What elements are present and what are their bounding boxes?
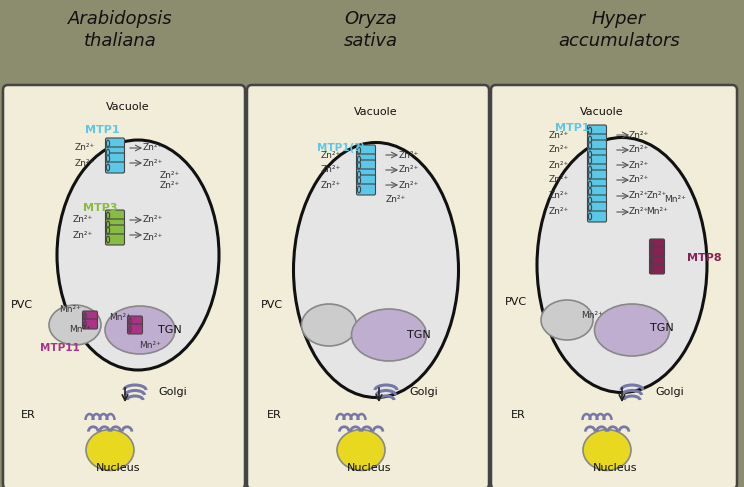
Text: Zn²⁺: Zn²⁺ [143, 216, 163, 225]
Text: Zn²⁺: Zn²⁺ [321, 181, 341, 189]
Text: Golgi: Golgi [409, 387, 437, 397]
Text: ER: ER [266, 410, 281, 420]
FancyBboxPatch shape [106, 219, 124, 230]
Ellipse shape [589, 204, 591, 211]
Text: Nucleus: Nucleus [593, 463, 638, 473]
FancyBboxPatch shape [106, 147, 124, 158]
Text: Zn²⁺: Zn²⁺ [629, 131, 649, 139]
FancyBboxPatch shape [588, 195, 606, 206]
Ellipse shape [301, 304, 356, 346]
Ellipse shape [651, 266, 653, 272]
Text: Zn²⁺: Zn²⁺ [386, 195, 406, 205]
Ellipse shape [57, 140, 219, 370]
FancyBboxPatch shape [650, 256, 664, 266]
FancyBboxPatch shape [106, 162, 124, 173]
Text: Nucleus: Nucleus [96, 463, 141, 473]
FancyBboxPatch shape [3, 85, 245, 487]
Text: Zn²⁺: Zn²⁺ [73, 216, 93, 225]
Text: Zn²⁺: Zn²⁺ [160, 170, 180, 180]
Text: TGN: TGN [407, 330, 431, 340]
Ellipse shape [357, 156, 361, 163]
Text: Zn²⁺: Zn²⁺ [549, 161, 569, 169]
Ellipse shape [106, 149, 109, 156]
Text: Zn²⁺: Zn²⁺ [399, 166, 419, 174]
FancyBboxPatch shape [106, 234, 124, 245]
Ellipse shape [129, 318, 131, 324]
Ellipse shape [651, 258, 653, 264]
Ellipse shape [541, 300, 593, 340]
Ellipse shape [589, 181, 591, 188]
FancyBboxPatch shape [247, 85, 489, 487]
Text: MTP11: MTP11 [40, 343, 80, 353]
FancyBboxPatch shape [356, 175, 376, 186]
Ellipse shape [84, 321, 86, 327]
FancyBboxPatch shape [650, 239, 664, 249]
Ellipse shape [589, 142, 591, 149]
FancyBboxPatch shape [106, 225, 124, 236]
Text: Zn²⁺: Zn²⁺ [629, 146, 649, 154]
Ellipse shape [589, 151, 591, 158]
FancyBboxPatch shape [588, 179, 606, 190]
Ellipse shape [589, 197, 591, 204]
Text: Zn²⁺: Zn²⁺ [629, 207, 649, 217]
Ellipse shape [106, 221, 109, 228]
Ellipse shape [351, 309, 426, 361]
Ellipse shape [105, 306, 175, 354]
Ellipse shape [86, 430, 134, 470]
FancyBboxPatch shape [356, 154, 376, 165]
Ellipse shape [357, 147, 361, 154]
Text: MTP1: MTP1 [85, 125, 119, 135]
Ellipse shape [106, 212, 109, 219]
Text: Golgi: Golgi [655, 387, 684, 397]
FancyBboxPatch shape [650, 264, 664, 274]
Ellipse shape [106, 140, 109, 147]
Ellipse shape [357, 171, 361, 178]
Ellipse shape [651, 249, 653, 255]
Ellipse shape [106, 236, 109, 243]
Text: TGN: TGN [650, 323, 674, 333]
Text: Zn²⁺: Zn²⁺ [73, 230, 93, 240]
Ellipse shape [589, 136, 591, 143]
Text: Zn²⁺: Zn²⁺ [143, 233, 163, 243]
Ellipse shape [293, 143, 458, 397]
FancyBboxPatch shape [83, 311, 97, 321]
Ellipse shape [357, 177, 361, 184]
Text: Zn²⁺: Zn²⁺ [549, 131, 569, 139]
Text: Oryza
sativa: Oryza sativa [344, 10, 398, 50]
Text: Zn²⁺: Zn²⁺ [399, 181, 419, 189]
Text: Zn²⁺: Zn²⁺ [549, 146, 569, 154]
Ellipse shape [106, 155, 109, 162]
FancyBboxPatch shape [83, 319, 97, 329]
Ellipse shape [589, 213, 591, 220]
FancyBboxPatch shape [356, 160, 376, 171]
Ellipse shape [589, 188, 591, 195]
Text: Zn²⁺: Zn²⁺ [160, 181, 180, 189]
Text: Vacuole: Vacuole [106, 102, 150, 112]
FancyBboxPatch shape [491, 85, 737, 487]
Text: Mn²⁺: Mn²⁺ [664, 195, 686, 205]
Text: MTP1(?): MTP1(?) [317, 143, 365, 153]
FancyBboxPatch shape [588, 149, 606, 160]
Text: Zn²⁺: Zn²⁺ [629, 161, 649, 169]
Ellipse shape [589, 157, 591, 164]
Text: Zn²⁺: Zn²⁺ [75, 144, 95, 152]
Text: PVC: PVC [261, 300, 283, 310]
FancyBboxPatch shape [106, 153, 124, 164]
Text: Zn²⁺: Zn²⁺ [549, 175, 569, 185]
Ellipse shape [589, 166, 591, 173]
Ellipse shape [84, 313, 86, 319]
Text: Zn²⁺: Zn²⁺ [549, 207, 569, 217]
Text: Mn²⁺: Mn²⁺ [139, 340, 161, 350]
Ellipse shape [129, 326, 131, 332]
Ellipse shape [594, 304, 670, 356]
Ellipse shape [49, 305, 101, 345]
Text: Mn²⁺: Mn²⁺ [581, 311, 603, 319]
Text: Nucleus: Nucleus [347, 463, 391, 473]
Text: Zn²⁺: Zn²⁺ [629, 191, 649, 201]
Text: ER: ER [510, 410, 525, 420]
FancyBboxPatch shape [588, 140, 606, 151]
Text: Mn²⁺: Mn²⁺ [109, 313, 131, 321]
Text: Arabidopsis
thaliana: Arabidopsis thaliana [68, 10, 173, 50]
Text: Golgi: Golgi [158, 387, 187, 397]
